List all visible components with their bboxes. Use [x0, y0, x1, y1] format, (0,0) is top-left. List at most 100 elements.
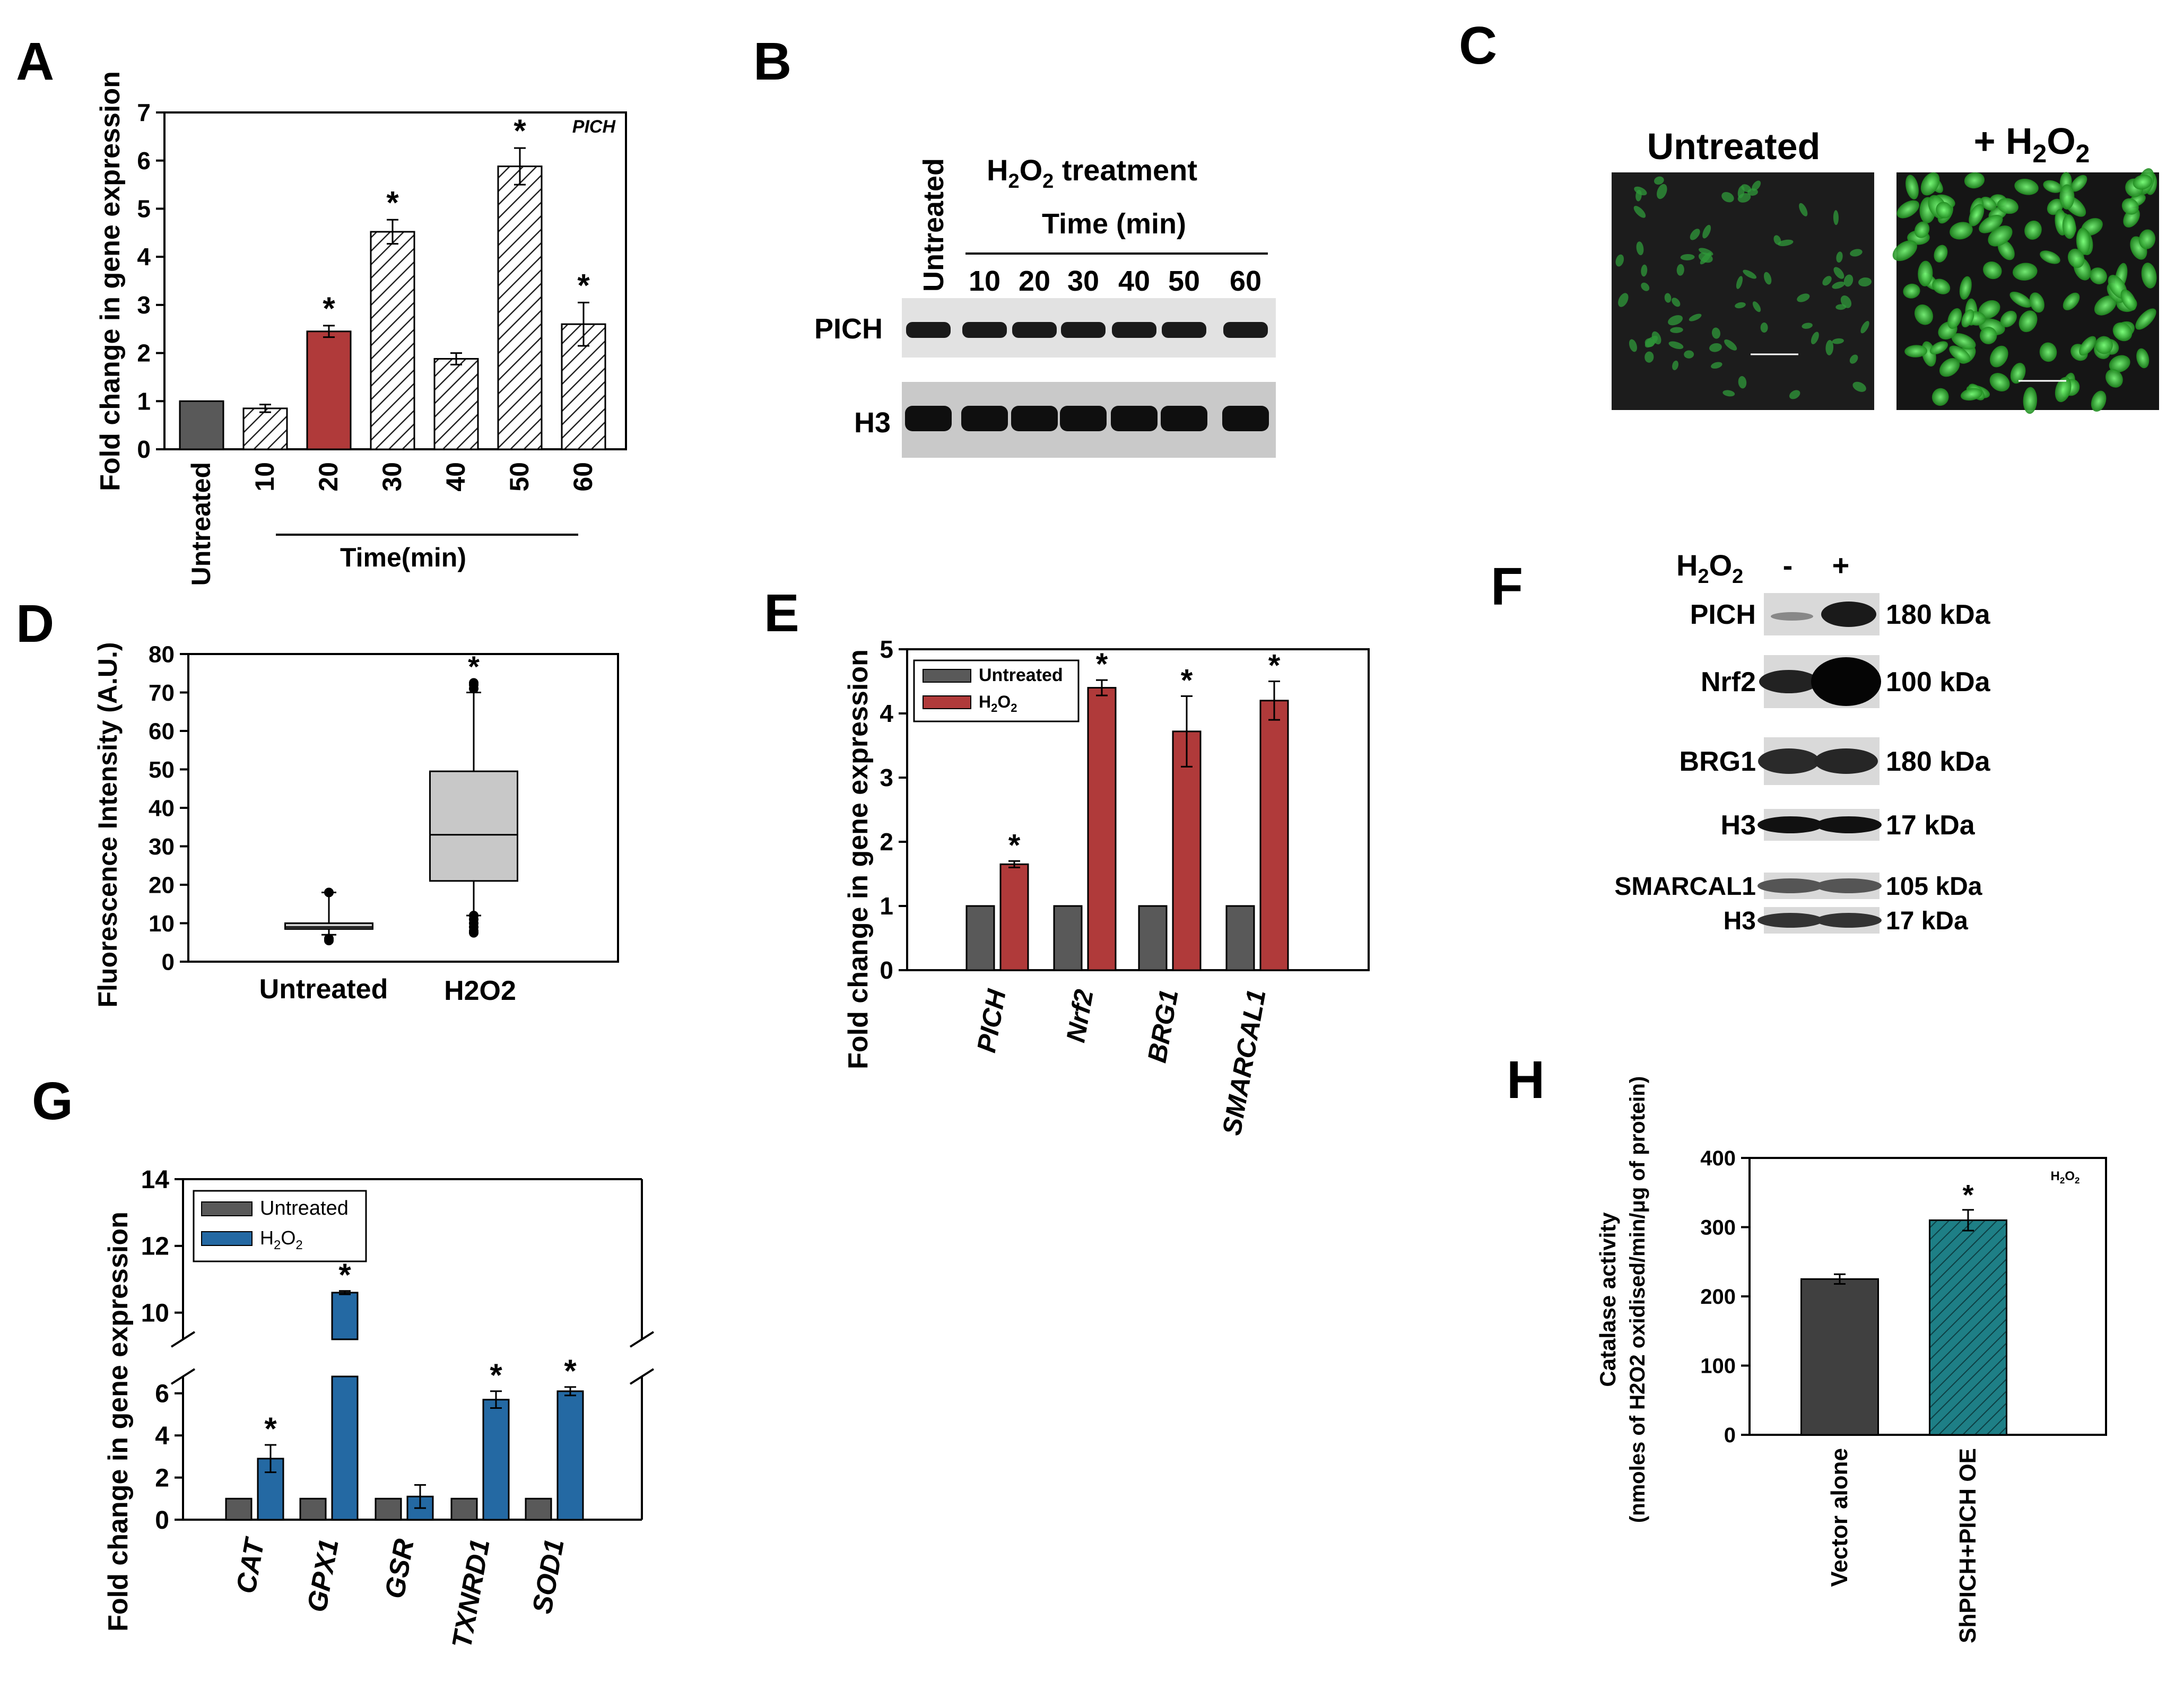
panel-c-image-untreated: [1612, 172, 1874, 410]
panel-d-outlier-H2O2-8: [469, 928, 478, 938]
panel-f-row-label-2: BRG1: [1680, 746, 1756, 777]
panel-c-cell-untreated: [1849, 354, 1858, 364]
panel-f-band-1-1: [1811, 657, 1881, 706]
panel-h-xtick-0: Vector alone: [1826, 1448, 1852, 1587]
panel-c-cell-h2o2: [2135, 308, 2156, 330]
panel-f-band-1-0: [1759, 670, 1818, 693]
panel-a-x-labels: Untreated 10 20 30 40 50 60: [186, 462, 598, 586]
panel-c-cell-h2o2: [1931, 388, 1949, 406]
panel-e-frame: [906, 648, 1370, 971]
panel-a-bar-50: [497, 165, 543, 450]
panel-letters: A B C D E F G H: [16, 16, 1545, 1131]
panel-c-cell-untreated: [1698, 252, 1713, 263]
panel-c-cell-untreated: [1843, 274, 1854, 287]
panel-c-cell-h2o2: [1936, 202, 1952, 219]
panel-c-cell-h2o2: [2023, 387, 2038, 414]
panel-h-annotation: H2O2: [2051, 1169, 2080, 1186]
panel-c-cell-untreated: [1668, 341, 1684, 350]
panel-e-legend-label-untreated: Untreated: [979, 665, 1063, 685]
panel-b-band-pich-6: [1223, 322, 1268, 338]
panel-b-lane-20: 20: [1019, 265, 1050, 297]
panel-g-bar-h2o2-lower-GPX1: [331, 1375, 359, 1521]
panel-b-time-label: Time (min): [1042, 208, 1186, 240]
panel-d-star-H2O2: *: [468, 650, 480, 683]
panel-b-lane-10: 10: [969, 265, 1000, 297]
panel-e-xtick-SMARCAL1: SMARCAL1: [1216, 987, 1271, 1137]
panel-d-ylabel: Fluorescence Intensity (A.U.): [93, 642, 123, 1007]
panel-f-band-2-0: [1758, 748, 1820, 774]
panel-c-cell-h2o2: [2055, 377, 2072, 403]
panel-c-cell-untreated: [1709, 343, 1722, 352]
panel-e-xtick-PICH: PICH: [971, 987, 1012, 1054]
panel-a-y-tick-label-2: 2: [137, 339, 151, 367]
panel-c-cell-h2o2: [2000, 310, 2017, 328]
panel-c-cell-untreated: [1743, 269, 1757, 279]
panel-g-legend: Untreated H2O2: [193, 1190, 367, 1262]
panel-c-cell-untreated: [1836, 251, 1843, 263]
panel-f-size-label-1: 100 kDa: [1886, 667, 1991, 698]
panel-f-row-label-5: H3: [1724, 907, 1756, 935]
panel-b-band-h3-5: [1161, 406, 1207, 431]
panel-b-row-label-pich: PICH: [814, 313, 883, 345]
panel-letter-g: G: [32, 1071, 73, 1131]
panel-a-xlabel: Time(min): [340, 543, 466, 572]
panel-f-band-4-1: [1816, 878, 1882, 893]
panel-d-outlier-Untreated-0: [324, 887, 334, 897]
panel-f-size-label-4: 105 kDa: [1886, 873, 1982, 901]
panel-e-y-axis: 0 1 2 3 4 5: [880, 635, 907, 984]
panel-d-xtick-h2o2: H2O2: [444, 975, 516, 1006]
panel-g-y-lower-tick-label-0: 0: [155, 1506, 169, 1535]
panel-h-y-tick-label-0: 0: [1724, 1424, 1736, 1447]
panel-f-band-3-0: [1757, 816, 1823, 833]
panel-c-cell-h2o2: [2076, 228, 2091, 255]
panel-a-bar-20: [306, 330, 352, 450]
panel-h-star-1: *: [1962, 1179, 1973, 1211]
panel-g-legend-label-h2o2: H2O2: [260, 1227, 303, 1252]
panel-e-xtick-Nrf2: Nrf2: [1060, 987, 1099, 1044]
panel-c-cell-untreated: [1635, 189, 1642, 202]
panel-c-cell-untreated: [1672, 298, 1681, 307]
panel-g-bar-untreated-SOD1: [525, 1497, 552, 1521]
panel-c-label-untreated: Untreated: [1647, 126, 1821, 167]
panel-e-y-tick-label-0: 0: [880, 956, 893, 984]
panel-c-cell-h2o2: [1896, 200, 1920, 219]
panel-a-bar-40: [433, 358, 479, 450]
panel-e-chart: 0 1 2 3 4 5 * * * * PICH Nrf2 BRG1 SMARCAL1 Untreat…: [843, 635, 1370, 1137]
panel-c-cell-untreated: [1736, 276, 1743, 289]
panel-b-western-blot: Untreated H2O2 treatment Time (min) 10 20…: [814, 153, 1276, 458]
panel-b-bands: [905, 322, 1269, 431]
panel-c-cell-h2o2: [2013, 263, 2038, 281]
panel-a-xtick-60: 60: [568, 462, 598, 492]
panel-e-bar-h2o2-Nrf2: [1087, 687, 1117, 971]
panel-c-cell-h2o2: [2024, 220, 2042, 240]
panel-g-y-lower-tick-label-6: 6: [155, 1380, 169, 1408]
panel-b-lane-60: 60: [1230, 265, 1261, 297]
panel-e-star-PICH: *: [1008, 828, 1021, 862]
panel-c-cell-h2o2: [1904, 345, 1928, 358]
panel-c-cell-h2o2: [1905, 175, 1919, 199]
panel-e-legend: Untreated H2O2: [913, 659, 1080, 722]
panel-a-ylabel: Fold change in gene expression: [95, 71, 126, 491]
panel-a-y-axis: 0 1 2 3 4 5 6 7: [137, 99, 164, 463]
panel-c-cell-untreated: [1833, 210, 1839, 225]
panel-c-cell-untreated: [1641, 282, 1650, 291]
panel-f-band-4-0: [1757, 878, 1823, 893]
panel-c-cell-untreated: [1835, 304, 1847, 310]
panel-c-cell-h2o2: [1961, 309, 1974, 328]
panel-c-cell-h2o2: [2043, 180, 2063, 193]
panel-h-y-axis: 0 100 200 300 400: [1700, 1147, 1750, 1447]
panel-a-y-tick-label-5: 5: [137, 195, 151, 223]
panel-c-cell-h2o2: [2040, 250, 2060, 264]
panel-c-cell-untreated: [1832, 281, 1845, 289]
panel-letter-b: B: [753, 32, 791, 91]
panel-c-cell-h2o2: [1918, 260, 1933, 286]
panel-c-cell-h2o2: [1988, 225, 2013, 247]
panel-c-cell-untreated: [1644, 335, 1658, 348]
panel-c-cell-untreated: [1676, 264, 1684, 276]
panel-letter-h: H: [1507, 1050, 1545, 1110]
panel-b-treatment-title: H2O2 treatment: [987, 153, 1197, 193]
panel-d-y-tick-label-50: 50: [149, 757, 175, 783]
panel-d-x-labels: Untreated H2O2: [259, 974, 516, 1006]
panel-g-bar-h2o2-upper-GPX1: [331, 1292, 359, 1340]
panel-e-y-tick-label-5: 5: [880, 635, 893, 663]
